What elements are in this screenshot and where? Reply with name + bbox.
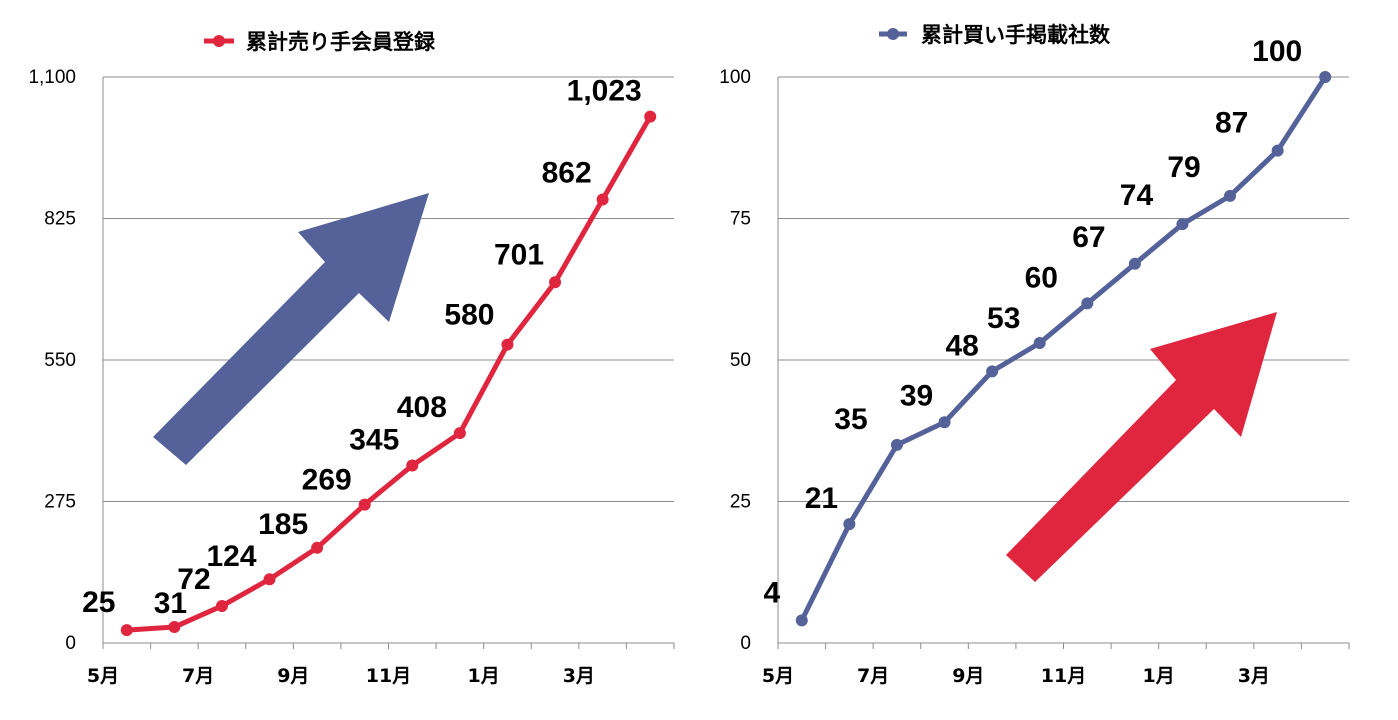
x-tick-label: 9月 xyxy=(277,665,309,687)
data-point xyxy=(1081,297,1094,310)
data-label: 53 xyxy=(987,302,1020,335)
x-tick-label: 1月 xyxy=(468,665,500,687)
legend-marker xyxy=(887,28,899,40)
data-label: 74 xyxy=(1120,179,1154,212)
legend-label: 累計買い手掲載社数 xyxy=(921,23,1111,47)
trend-arrow-icon xyxy=(1006,312,1277,582)
series-line xyxy=(124,114,653,633)
data-label: 72 xyxy=(177,563,210,596)
chart-1: 0 275 550 825 1,100 5月 7月 9月 11月 1月 3月 25 3172124185… xyxy=(28,30,675,687)
y-tick-label: 25 xyxy=(730,492,751,513)
data-label: 4 xyxy=(763,576,780,609)
data-point xyxy=(501,338,514,351)
data-label: 408 xyxy=(397,391,447,424)
x-tick-label: 7月 xyxy=(857,665,889,687)
x-tick-label: 3月 xyxy=(563,665,595,687)
data-label: 124 xyxy=(207,540,257,573)
data-point xyxy=(168,621,181,634)
data-point xyxy=(1128,257,1141,270)
data-label: 87 xyxy=(1215,107,1248,140)
data-label: 21 xyxy=(805,482,838,515)
data-label: 25 xyxy=(82,586,115,619)
data-point xyxy=(1033,337,1046,350)
data-point xyxy=(406,459,419,472)
data-label: 100 xyxy=(1252,35,1302,68)
x-tick-label: 11月 xyxy=(366,665,411,687)
data-label: 48 xyxy=(945,329,978,362)
data-label: 862 xyxy=(542,156,592,189)
y-tick-label: 275 xyxy=(44,492,76,513)
y-tick-label: 0 xyxy=(740,633,751,654)
x-tick-label: 11月 xyxy=(1041,665,1086,687)
data-point xyxy=(1224,189,1237,202)
data-label: 269 xyxy=(302,464,352,497)
data-label: 79 xyxy=(1167,151,1200,184)
data-point xyxy=(358,498,371,511)
y-tick-label: 75 xyxy=(730,209,751,230)
y-tick-label: 0 xyxy=(65,633,76,654)
y-tick-label: 50 xyxy=(730,350,751,371)
x-tick-label: 7月 xyxy=(182,665,214,687)
y-tick-label: 550 xyxy=(44,350,76,371)
data-point xyxy=(1319,71,1332,83)
series-line xyxy=(799,74,1328,623)
data-point xyxy=(938,416,951,429)
trend-arrow-icon xyxy=(153,193,429,465)
x-tick-label: 9月 xyxy=(952,665,984,687)
x-tick-label: 1月 xyxy=(1143,665,1175,687)
legend-label: 累計売り手会員登録 xyxy=(246,30,436,54)
data-point xyxy=(1176,218,1189,231)
data-point xyxy=(596,193,609,206)
data-point xyxy=(215,599,228,612)
x-tick-label: 3月 xyxy=(1238,665,1270,687)
data-label: 39 xyxy=(900,379,933,412)
data-label: 185 xyxy=(258,508,308,541)
y-tick-label: 1,100 xyxy=(28,67,76,88)
data-label: 345 xyxy=(349,423,399,456)
data-label: 31 xyxy=(154,587,187,620)
data-point xyxy=(453,427,466,440)
data-point xyxy=(795,614,808,627)
data-point xyxy=(311,541,324,554)
data-point xyxy=(549,276,562,289)
data-label: 35 xyxy=(834,403,867,436)
y-tick-label: 825 xyxy=(44,209,76,230)
x-tick-label: 5月 xyxy=(87,665,119,687)
data-point xyxy=(1271,144,1284,157)
x-tick-label: 5月 xyxy=(762,665,794,687)
data-point xyxy=(986,365,999,378)
data-point xyxy=(120,624,133,637)
data-label: 1,023 xyxy=(567,75,642,108)
data-point xyxy=(843,518,856,531)
legend-marker xyxy=(213,35,225,47)
data-label: 580 xyxy=(444,299,494,332)
y-tick-label: 100 xyxy=(719,67,751,88)
data-label: 67 xyxy=(1072,221,1105,254)
data-label: 701 xyxy=(494,238,544,271)
data-label: 60 xyxy=(1025,261,1058,294)
data-point xyxy=(890,438,903,451)
data-point xyxy=(644,110,657,123)
data-point xyxy=(263,573,276,586)
